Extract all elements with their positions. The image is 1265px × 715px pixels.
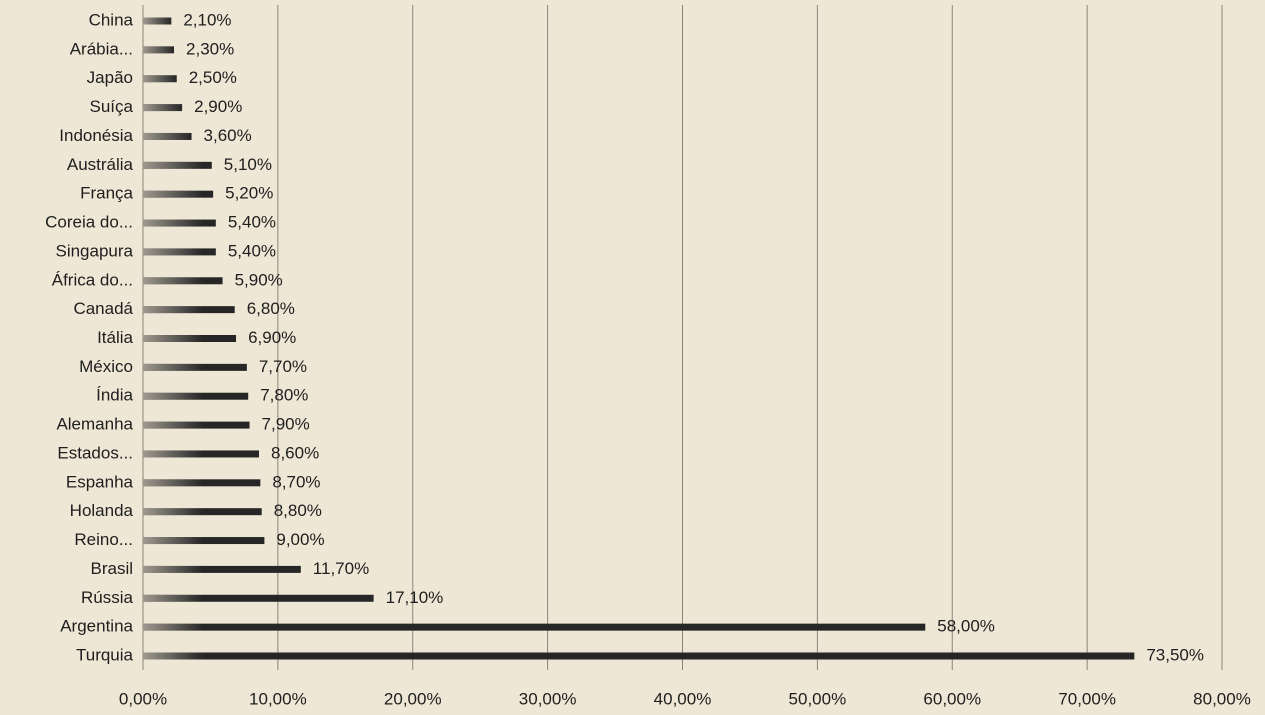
bar-fade: [143, 421, 203, 429]
value-label: 2,30%: [186, 39, 234, 58]
value-label: 2,50%: [189, 68, 237, 87]
value-label: 5,40%: [228, 241, 276, 260]
value-label: 7,70%: [259, 357, 307, 376]
category-label: Estados...: [57, 443, 133, 462]
x-tick-label: 80,00%: [1193, 689, 1251, 708]
bar-fade: [143, 132, 192, 140]
x-tick-label: 0,00%: [119, 689, 167, 708]
bar-fade: [143, 75, 177, 83]
bar-fade: [143, 277, 203, 285]
bar-fade: [143, 623, 203, 631]
category-label: Turquia: [76, 645, 134, 664]
bar-fade: [143, 248, 203, 256]
value-label: 5,40%: [228, 213, 276, 232]
category-label: Coreia do...: [45, 213, 133, 232]
bar-fade: [143, 161, 203, 169]
category-label: China: [89, 10, 134, 29]
value-label: 6,90%: [248, 328, 296, 347]
bar: [143, 565, 301, 573]
x-tick-label: 20,00%: [384, 689, 442, 708]
value-label: 17,10%: [386, 588, 444, 607]
category-label: Indonésia: [59, 126, 133, 145]
x-tick-label: 30,00%: [519, 689, 577, 708]
bar-fade: [143, 335, 203, 342]
bar-fade: [143, 363, 203, 371]
category-label: África do...: [52, 270, 133, 289]
value-label: 5,10%: [224, 155, 272, 174]
bar: [143, 594, 374, 602]
value-label: 3,60%: [204, 126, 252, 145]
x-tick-label: 40,00%: [654, 689, 712, 708]
bar: [143, 652, 1135, 660]
x-tick-label: 10,00%: [249, 689, 307, 708]
value-label: 5,20%: [225, 184, 273, 203]
bar-fade: [143, 537, 203, 545]
bar-fade: [143, 190, 203, 198]
value-label: 7,80%: [260, 386, 308, 405]
value-label: 11,70%: [313, 559, 369, 578]
bar: [143, 623, 926, 631]
category-label: Austrália: [67, 155, 134, 174]
value-label: 8,70%: [272, 472, 320, 491]
value-label: 2,10%: [183, 10, 231, 29]
bar-fade: [143, 104, 183, 112]
bar-fade: [143, 652, 203, 660]
category-label: Suíça: [90, 97, 134, 116]
category-label: México: [79, 357, 133, 376]
bar-fade: [143, 219, 203, 227]
value-label: 73,50%: [1146, 645, 1204, 664]
bar-fade: [143, 508, 203, 516]
category-label: Holanda: [70, 501, 134, 520]
category-label: Itália: [97, 328, 133, 347]
category-label: Canadá: [73, 299, 133, 318]
category-label: Reino...: [74, 530, 133, 549]
value-label: 58,00%: [937, 617, 995, 636]
bar-fade: [143, 479, 203, 487]
category-label: Espanha: [66, 472, 134, 491]
category-label: Japão: [87, 68, 133, 87]
category-label: Singapura: [55, 241, 133, 260]
category-label: França: [80, 184, 133, 203]
bar-fade: [143, 450, 203, 458]
value-label: 8,80%: [274, 501, 322, 520]
x-tick-label: 50,00%: [789, 689, 847, 708]
category-label: Argentina: [60, 617, 133, 636]
bar: [143, 537, 265, 545]
bar-fade: [143, 594, 203, 602]
category-label: Brasil: [90, 559, 133, 578]
value-label: 7,90%: [262, 415, 310, 434]
bar-fade: [143, 17, 172, 25]
bar-fade: [143, 392, 203, 400]
bar-fade: [143, 565, 203, 573]
category-label: Índia: [96, 386, 133, 405]
value-label: 6,80%: [247, 299, 295, 318]
value-label: 5,90%: [235, 270, 283, 289]
bar-fade: [143, 306, 203, 314]
category-label: Rússia: [81, 588, 134, 607]
value-label: 9,00%: [276, 530, 324, 549]
value-label: 8,60%: [271, 443, 319, 462]
x-tick-label: 60,00%: [923, 689, 981, 708]
bar-fade: [143, 46, 175, 54]
x-tick-label: 70,00%: [1058, 689, 1116, 708]
category-label: Arábia...: [70, 39, 133, 58]
category-label: Alemanha: [56, 415, 133, 434]
value-label: 2,90%: [194, 97, 242, 116]
